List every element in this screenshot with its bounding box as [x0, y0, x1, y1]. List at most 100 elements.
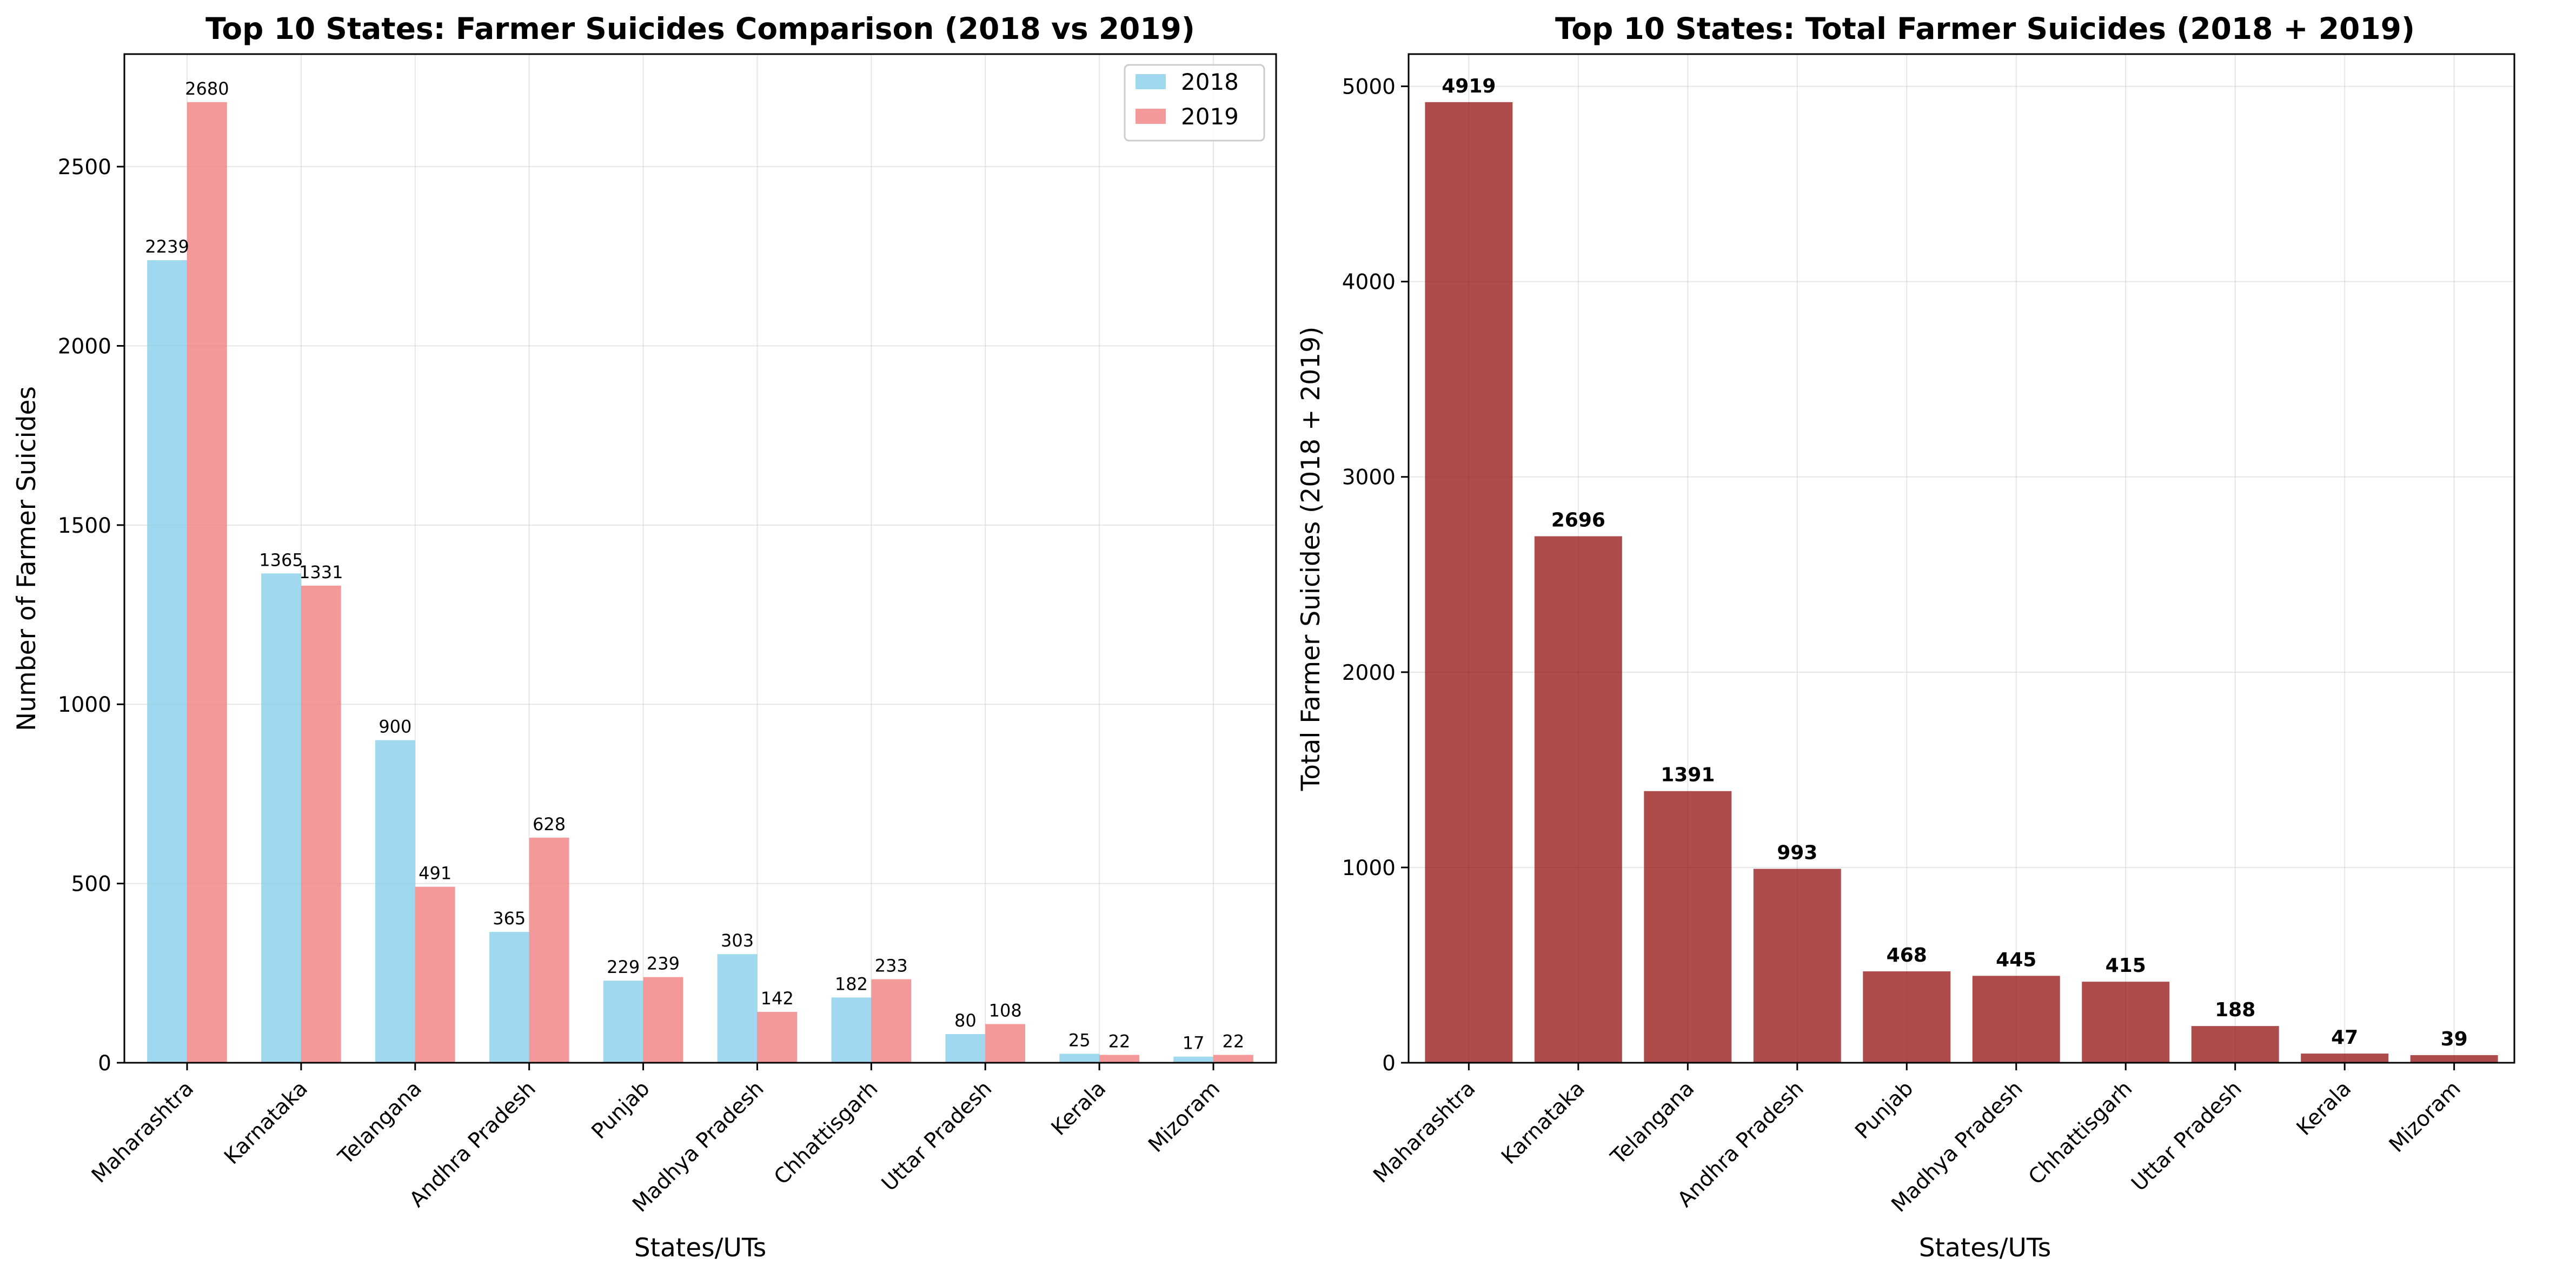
total-chart: Top 10 States: Total Farmer Suicides (20…: [1296, 11, 2515, 1263]
data-label: 25: [1068, 1030, 1091, 1050]
x-tick-label: Kerala: [2292, 1076, 2356, 1140]
x-tick-label: Mizoram: [2385, 1076, 2466, 1157]
y-tick-label: 5000: [1342, 75, 1396, 100]
data-label: 182: [835, 974, 868, 994]
data-label: 22: [1223, 1031, 1245, 1051]
bar-madhya-pradesh: [1972, 976, 2060, 1063]
y-tick-label: 4000: [1342, 270, 1396, 295]
y-tick-label: 2000: [1342, 661, 1396, 685]
bar-2019-mizoram: [1213, 1055, 1253, 1063]
bar-2018-telangana: [375, 740, 415, 1063]
bar-chhattisgarh: [2082, 982, 2170, 1063]
legend-swatch: [1136, 109, 1166, 124]
bar-2019-uttar-pradesh: [985, 1024, 1026, 1063]
y-tick-label: 2500: [58, 155, 111, 180]
legend-swatch: [1136, 74, 1166, 89]
x-tick-label: Maharashtra: [1369, 1076, 1480, 1188]
data-label: 2680: [185, 78, 229, 99]
bar-2019-chhattisgarh: [871, 979, 912, 1063]
data-label: 628: [533, 814, 566, 835]
bar-2018-uttar-pradesh: [945, 1034, 986, 1063]
data-label: 468: [1887, 944, 1927, 966]
data-label: 39: [2441, 1028, 2468, 1050]
plot-frame: [123, 53, 1277, 1064]
x-tick-label: Punjab: [587, 1076, 655, 1144]
y-tick-label: 0: [1382, 1051, 1396, 1076]
data-label: 1365: [259, 549, 303, 570]
data-label: 415: [2106, 955, 2146, 977]
x-tick-label: Telangana: [333, 1076, 426, 1169]
y-tick-label: 3000: [1342, 466, 1396, 490]
bar-2019-kerala: [1099, 1055, 1139, 1063]
data-label: 303: [721, 930, 754, 951]
x-tick-label: Uttar Pradesh: [877, 1076, 997, 1196]
y-tick-label: 1500: [58, 514, 111, 538]
bar-2018-mizoram: [1173, 1056, 1214, 1063]
x-tick-label: Karnataka: [1497, 1076, 1590, 1169]
data-label: 80: [954, 1010, 977, 1031]
legend-label: 2018: [1181, 69, 1239, 95]
x-tick-label: Andhra Pradesh: [405, 1076, 541, 1212]
data-label: 2239: [145, 236, 189, 257]
bar-2018-madhya-pradesh: [717, 954, 758, 1063]
bar-mizoram: [2410, 1055, 2498, 1063]
x-axis-label: States/UTs: [634, 1233, 767, 1263]
comparison-chart: Top 10 States: Farmer Suicides Compariso…: [12, 11, 1277, 1263]
bar-karnataka: [1534, 536, 1622, 1063]
bar-maharashtra: [1425, 102, 1513, 1063]
data-label: 188: [2215, 999, 2255, 1021]
data-label: 993: [1777, 842, 1817, 864]
bar-telangana: [1644, 791, 1732, 1063]
data-label: 233: [875, 956, 908, 976]
data-label: 445: [1996, 949, 2036, 971]
bar-2018-karnataka: [261, 573, 301, 1063]
data-label: 1331: [299, 562, 343, 582]
bar-2018-andhra-pradesh: [489, 932, 529, 1063]
bar-2018-kerala: [1059, 1054, 1100, 1063]
data-label: 1391: [1661, 764, 1715, 786]
bar-uttar-pradesh: [2191, 1026, 2279, 1063]
x-tick-label: Uttar Pradesh: [2127, 1076, 2246, 1196]
data-label: 365: [493, 908, 526, 929]
x-tick-label: Chhattisgarh: [2024, 1076, 2137, 1189]
y-tick-label: 0: [98, 1051, 111, 1076]
x-tick-label: Mizoram: [1144, 1076, 1225, 1157]
data-label: 229: [607, 957, 640, 977]
legend: 2018 2019: [1124, 64, 1265, 142]
bar-2019-telangana: [415, 886, 455, 1063]
x-tick-label: Kerala: [1047, 1076, 1111, 1140]
x-tick-label: Punjab: [1850, 1076, 1918, 1144]
y-tick-label: 2000: [58, 334, 111, 359]
bar-2018-chhattisgarh: [831, 997, 872, 1063]
bar-kerala: [2301, 1054, 2389, 1063]
data-label: 142: [761, 988, 794, 1009]
bar-2019-punjab: [643, 977, 683, 1063]
data-label: 22: [1108, 1031, 1131, 1051]
y-tick-label: 500: [71, 872, 111, 897]
bar-2018-maharashtra: [147, 260, 187, 1063]
y-tick-label: 1000: [1342, 856, 1396, 880]
data-label: 239: [647, 953, 680, 974]
bar-2018-punjab: [603, 981, 643, 1063]
data-label: 17: [1183, 1033, 1205, 1054]
data-label: 47: [2331, 1027, 2358, 1049]
data-label: 900: [379, 717, 411, 737]
y-tick-label: 1000: [58, 693, 111, 717]
y-axis-label: Number of Farmer Suicides: [12, 386, 42, 731]
bar-andhra-pradesh: [1753, 869, 1841, 1063]
data-label: 4919: [1442, 75, 1496, 97]
x-tick-label: Maharashtra: [87, 1076, 198, 1188]
chart-title: Top 10 States: Total Farmer Suicides (20…: [1555, 11, 2415, 46]
bar-2019-maharashtra: [187, 102, 227, 1063]
x-axis-label: States/UTs: [1919, 1233, 2051, 1263]
bar-2019-karnataka: [301, 585, 341, 1063]
x-tick-label: Telangana: [1606, 1076, 1699, 1169]
legend-label: 2019: [1181, 103, 1239, 130]
bar-2019-andhra-pradesh: [529, 837, 569, 1063]
data-label: 108: [989, 1000, 1022, 1021]
data-label: 2696: [1551, 509, 1605, 532]
chart-title: Top 10 States: Farmer Suicides Compariso…: [205, 11, 1195, 46]
y-axis-label: Total Farmer Suicides (2018 + 2019): [1296, 327, 1326, 792]
plot-frame: [1407, 53, 2515, 1064]
